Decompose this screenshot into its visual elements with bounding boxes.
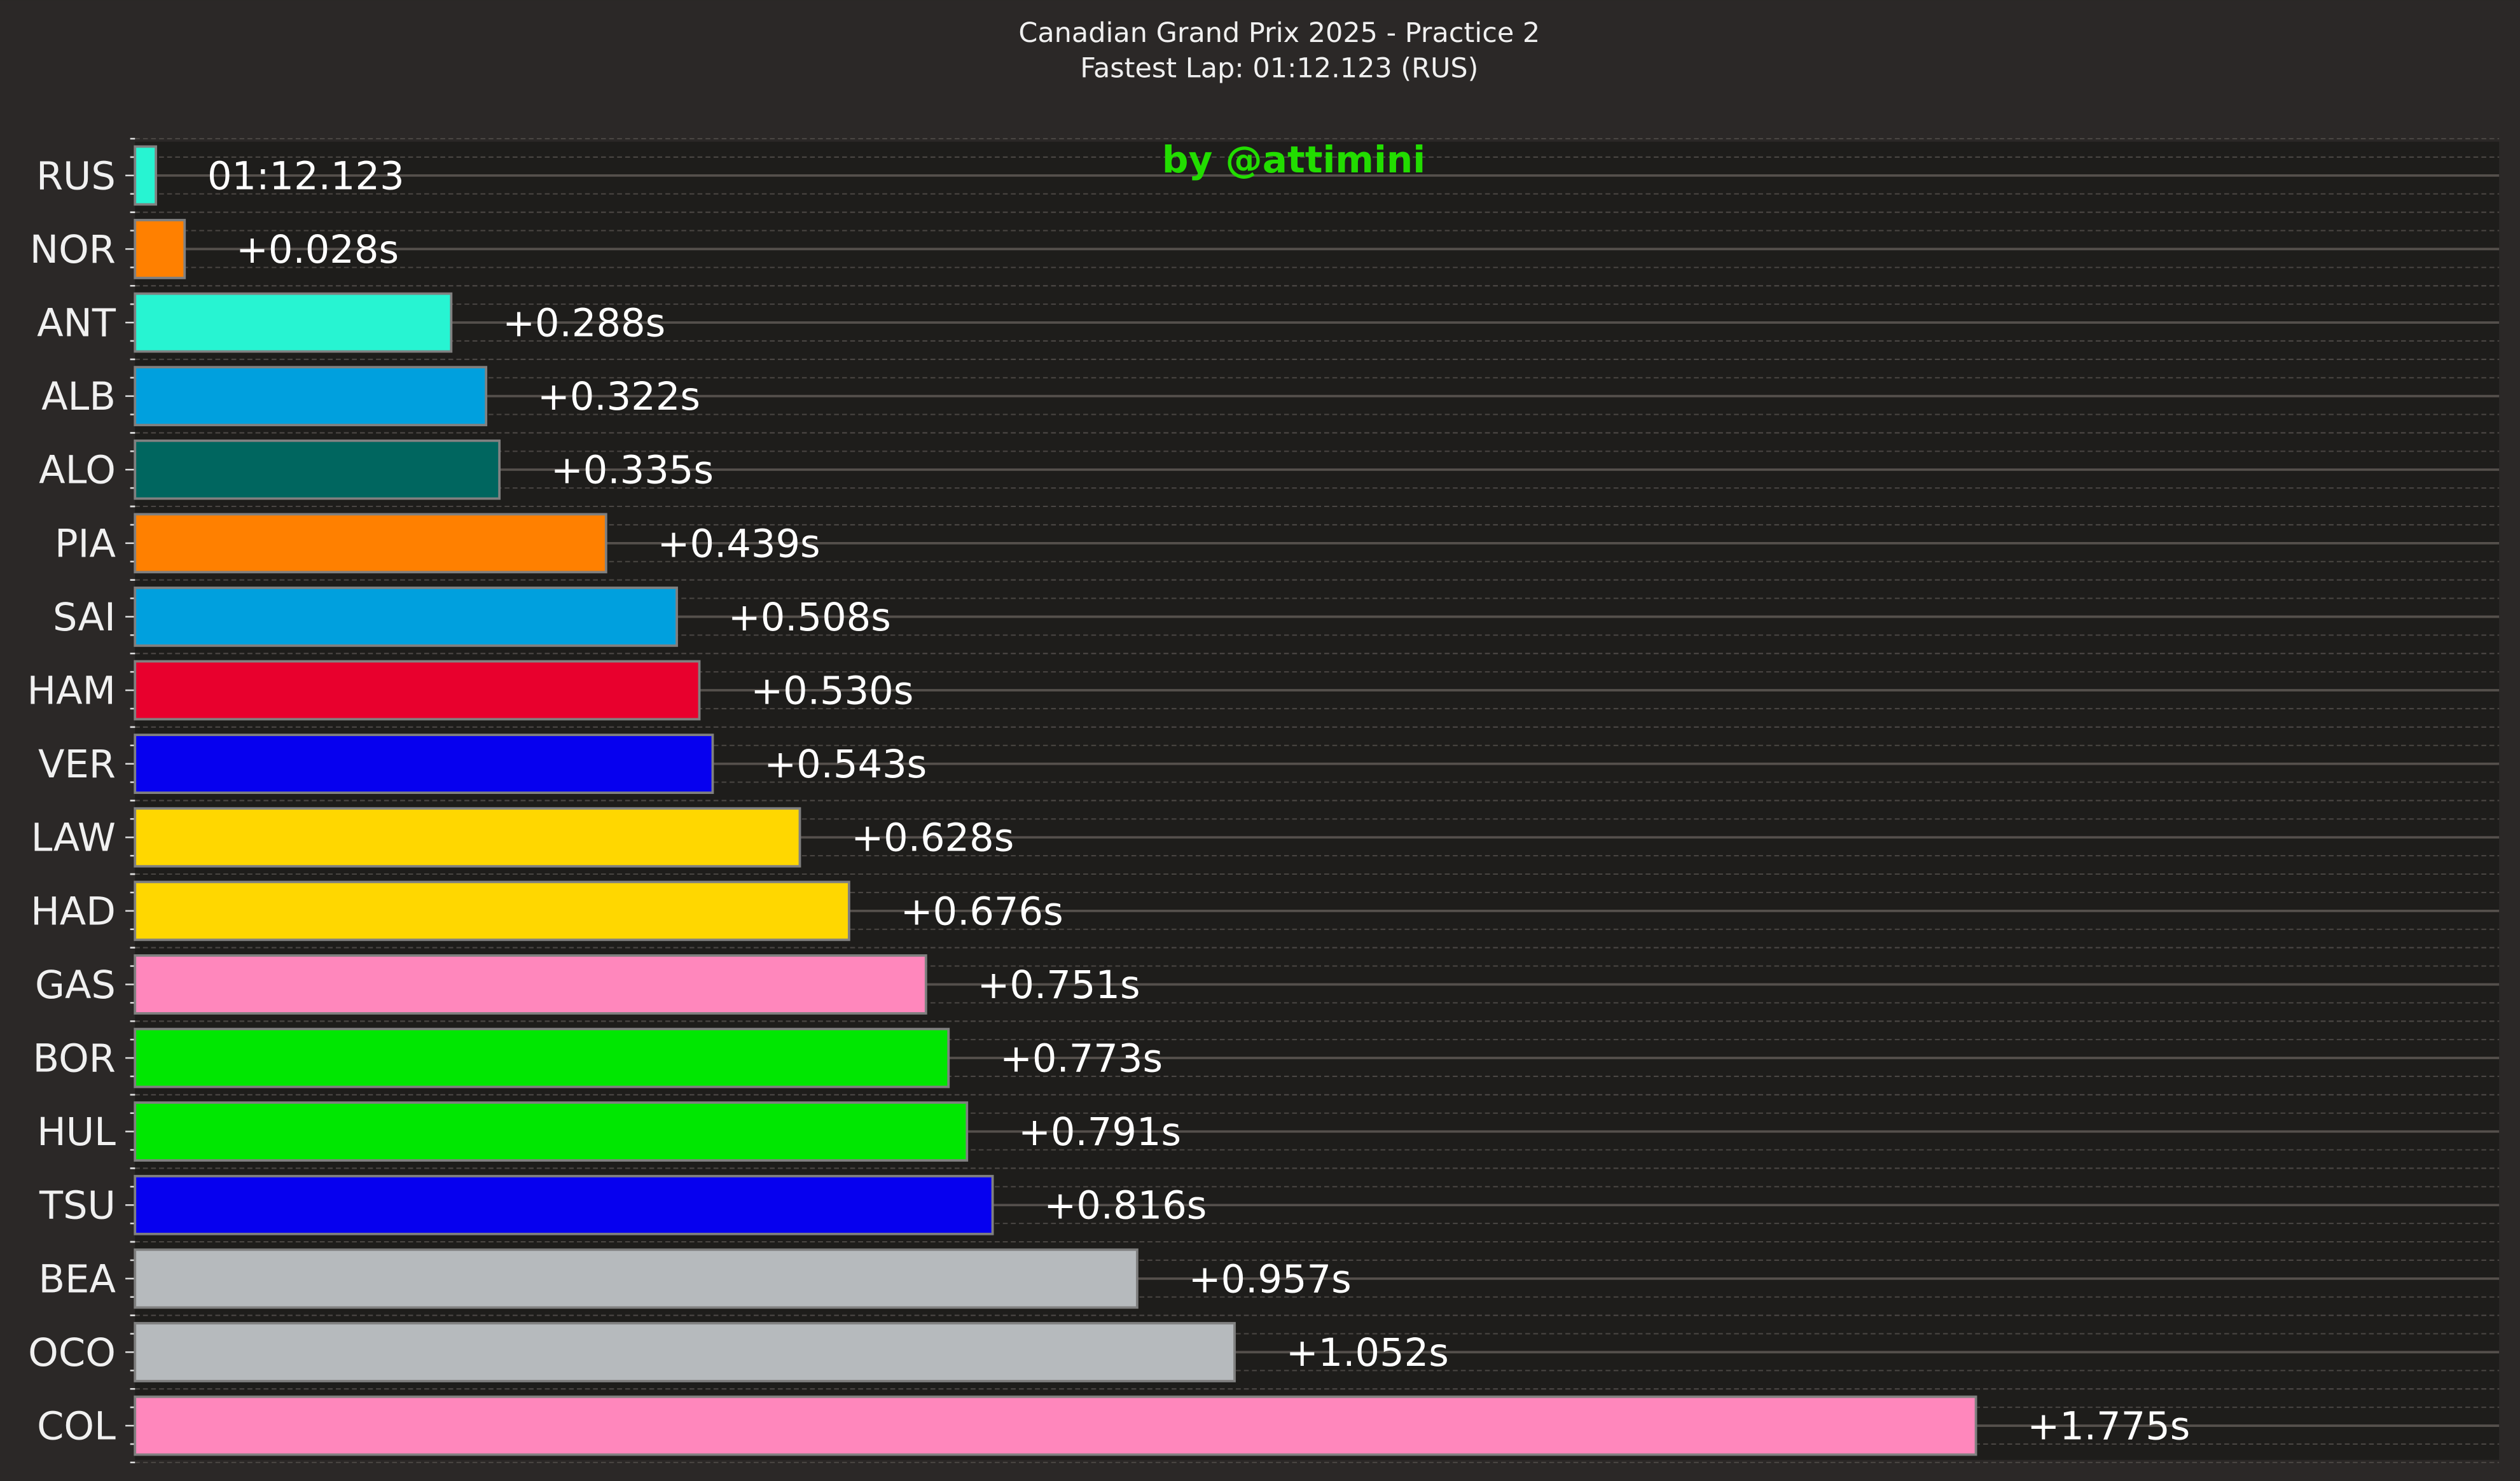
y-label-alo: ALO (39, 448, 116, 493)
value-label-law: +0.628s (851, 816, 1014, 861)
y-label-col: COL (37, 1405, 116, 1449)
bar-ant (134, 292, 453, 353)
bar-alo (134, 439, 501, 500)
y-label-rus: RUS (36, 154, 116, 198)
chart-title: Canadian Grand Prix 2025 - Practice 2 (1018, 17, 1540, 49)
bar-hul (134, 1101, 969, 1162)
chart-subtitle: Fastest Lap: 01:12.123 (RUS) (1080, 53, 1478, 85)
y-label-hul: HUL (37, 1110, 116, 1155)
value-label-had: +0.676s (901, 889, 1063, 934)
bar-sai (134, 587, 678, 647)
bar-bor (134, 1027, 950, 1088)
value-label-bea: +0.957s (1189, 1257, 1352, 1302)
value-label-nor: +0.028s (236, 228, 399, 272)
bar-bea (134, 1248, 1139, 1309)
y-label-nor: NOR (30, 228, 116, 272)
value-label-pia: +0.439s (658, 522, 820, 566)
bar-ver (134, 734, 714, 795)
value-label-oco: +1.052s (1286, 1331, 1449, 1375)
y-label-sai: SAI (53, 595, 116, 640)
y-label-pia: PIA (55, 522, 116, 566)
y-label-tsu: TSU (39, 1184, 116, 1228)
bar-ham (134, 660, 701, 721)
y-tick-labels: RUS NOR ANT ALB ALO PIA SAI HAM VER LAW HAD GAS BOR H… (27, 154, 116, 1449)
value-label-gas: +0.751s (978, 963, 1140, 1008)
bar-alb (134, 366, 488, 427)
y-label-ham: HAM (27, 669, 116, 714)
value-label-hul: +0.791s (1018, 1110, 1181, 1155)
bar-oco (134, 1322, 1236, 1382)
value-label-ant: +0.288s (502, 302, 665, 346)
bar-had (134, 880, 850, 942)
value-label-sai: +0.508s (728, 595, 891, 640)
y-label-bor: BOR (33, 1037, 116, 1081)
bar-nor (134, 219, 186, 279)
bar-rus (134, 145, 157, 206)
value-label-alo: +0.335s (551, 448, 714, 493)
bars (134, 145, 1977, 1456)
y-label-gas: GAS (35, 963, 116, 1008)
watermark: by @attimini (1162, 138, 1425, 181)
value-label-tsu: +0.816s (1044, 1184, 1207, 1228)
y-label-law: LAW (31, 816, 116, 861)
value-label-rus: 01:12.123 (207, 154, 405, 198)
value-label-ham: +0.530s (751, 669, 913, 714)
y-label-alb: ALB (41, 375, 116, 419)
value-label-col: +1.775s (2027, 1405, 2190, 1449)
value-labels: 01:12.123 +0.028s +0.288s +0.322s +0.335s +0.… (207, 154, 2190, 1449)
bar-tsu (134, 1174, 994, 1235)
value-label-alb: +0.322s (537, 375, 700, 419)
bar-pia (134, 513, 607, 574)
bar-law (134, 807, 801, 868)
value-label-bor: +0.773s (1000, 1037, 1163, 1081)
y-label-oco: OCO (28, 1331, 116, 1375)
value-label-ver: +0.543s (764, 742, 927, 787)
y-label-ant: ANT (37, 302, 116, 346)
y-label-bea: BEA (39, 1257, 116, 1302)
y-label-had: HAD (31, 889, 116, 934)
bar-gas (134, 954, 927, 1015)
y-label-ver: VER (38, 742, 116, 787)
bar-col (134, 1395, 1977, 1456)
